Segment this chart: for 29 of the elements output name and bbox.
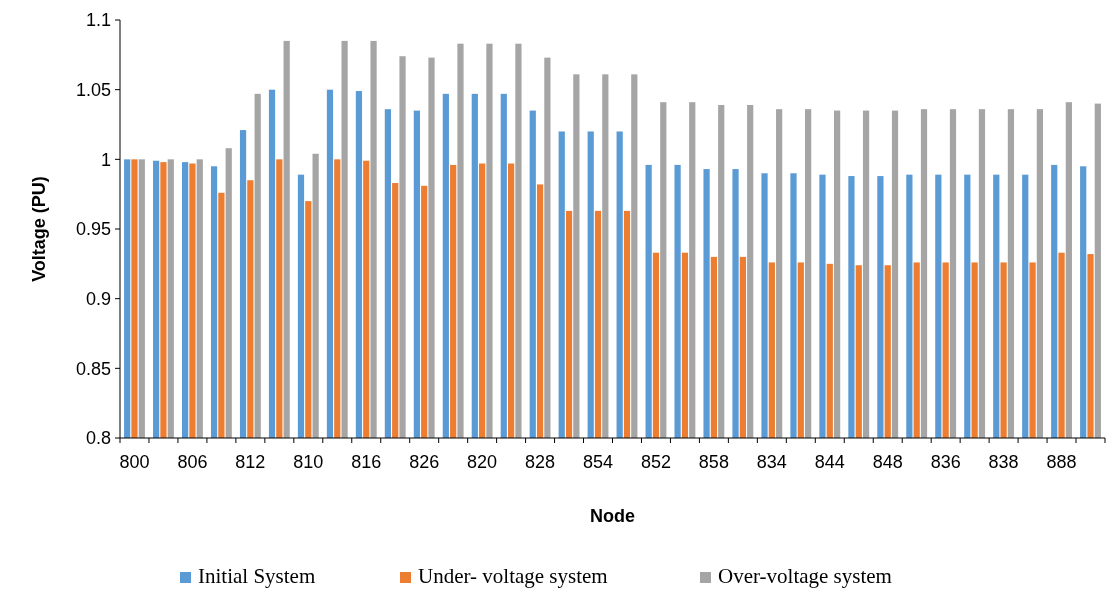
x-tick-label: 852 <box>640 452 671 472</box>
y-tick-label: 0.95 <box>75 219 111 240</box>
x-axis-title: Node <box>590 506 635 526</box>
y-tick-label: 0.8 <box>85 428 111 449</box>
x-tick-label: 888 <box>1046 452 1077 472</box>
x-tick-label: 848 <box>872 452 903 472</box>
x-tick-label: 828 <box>525 452 556 472</box>
x-tick-label: 838 <box>988 452 1019 472</box>
x-tick-label: 806 <box>177 452 208 472</box>
x-tick-label: 800 <box>119 452 150 472</box>
legend-label: Under- voltage system <box>418 564 608 588</box>
x-tick-label: 836 <box>930 452 961 472</box>
x-tick-label: 812 <box>235 452 266 472</box>
y-axis-title: Voltage (PU) <box>29 176 49 282</box>
x-tick-label: 820 <box>467 452 498 472</box>
x-tick-label: 826 <box>409 452 440 472</box>
x-tick-label: 844 <box>814 452 845 472</box>
y-tick-label: 1.1 <box>85 10 111 31</box>
y-tick-label: 1 <box>100 149 111 170</box>
y-tick-label: 0.9 <box>85 288 111 309</box>
x-tick-label: 834 <box>756 452 787 472</box>
legend-label: Over-voltage system <box>718 564 892 588</box>
y-tick-label: 0.85 <box>75 358 111 379</box>
x-tick-label: 858 <box>698 452 729 472</box>
x-tick-label: 810 <box>293 452 324 472</box>
y-tick-label: 1.05 <box>75 79 111 100</box>
x-tick-label: 854 <box>582 452 614 472</box>
legend-label: Initial System <box>198 564 316 588</box>
x-tick-label: 816 <box>351 452 382 472</box>
